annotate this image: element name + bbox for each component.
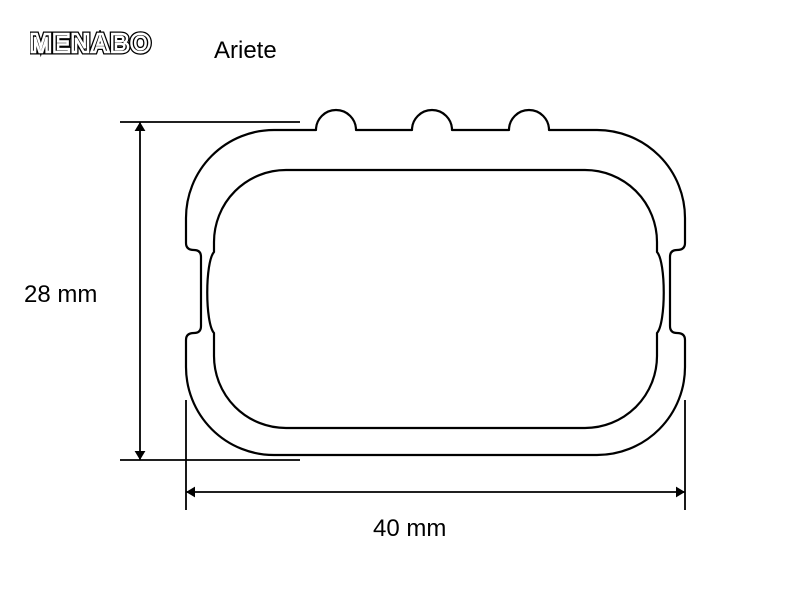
product-name: Ariete (214, 37, 277, 65)
header: MENABOMENABO Ariete (30, 30, 277, 65)
dimension-height-label: 28 mm (24, 281, 97, 309)
technical-drawing (0, 0, 800, 600)
dimension-width-label: 40 mm (373, 515, 446, 543)
brand-logo: MENABOMENABO (30, 30, 190, 58)
diagram-canvas: MENABOMENABO Ariete 28 mm 40 mm (0, 0, 800, 600)
svg-text:MENABO: MENABO (30, 30, 152, 58)
